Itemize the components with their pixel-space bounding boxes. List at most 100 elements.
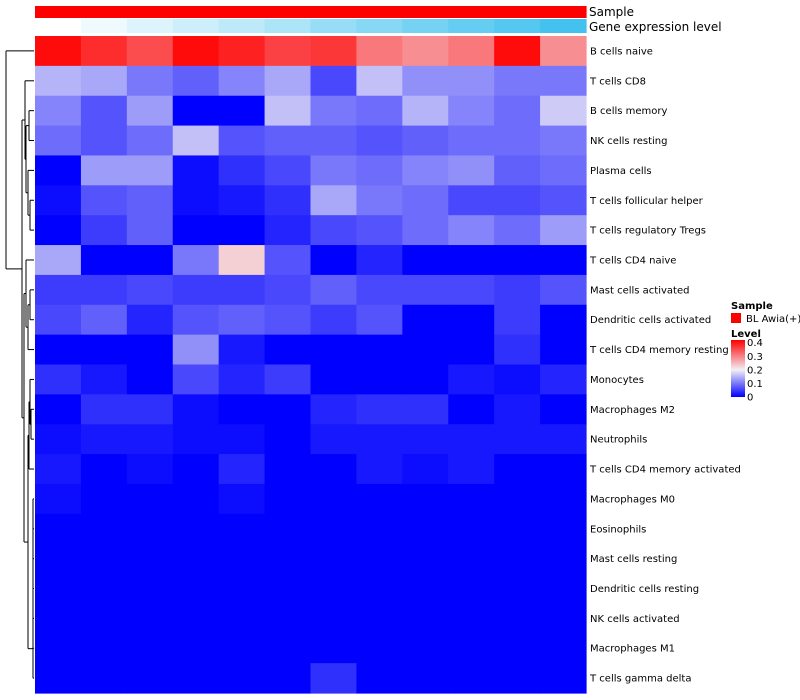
heatmap-cell (310, 274, 358, 306)
annotation-cell (126, 19, 174, 33)
heatmap-cell (356, 185, 403, 216)
heatmap-cell (540, 245, 587, 276)
heatmap-cell (494, 483, 541, 515)
heatmap-cell (218, 185, 266, 216)
sample-legend-label: BL Awia(+) (746, 314, 800, 325)
heatmap-cell (126, 663, 174, 694)
row-label: T cells CD4 memory activated (589, 465, 741, 476)
heatmap-cell (448, 513, 495, 545)
row-labels: B cells naive T cells CD8 B cells memory NK… (589, 46, 741, 684)
heatmap-cell (402, 633, 449, 664)
row-label: Neutrophils (590, 435, 647, 446)
heatmap-cell (126, 543, 174, 575)
row-label: Dendritic cells activated (590, 315, 711, 326)
heatmap-cell (35, 364, 82, 395)
heatmap-cell (264, 543, 312, 575)
heatmap-cell (310, 36, 358, 67)
heatmap-cell (80, 95, 128, 127)
heatmap-cell (218, 513, 266, 545)
annotation-cell (218, 6, 266, 18)
heatmap-cell (540, 304, 587, 336)
heatmap-cell (80, 424, 128, 455)
heatmap-cell (35, 65, 82, 97)
heatmap-cell (80, 454, 128, 485)
row-label: Mast cells activated (590, 285, 689, 296)
heatmap-cell (402, 454, 449, 485)
heatmap-cell (264, 424, 312, 455)
heatmap-cell (126, 573, 174, 605)
annotation-cell (35, 6, 82, 18)
heatmap-cell (540, 364, 587, 395)
heatmap-cell (448, 245, 495, 276)
heatmap-cell (80, 36, 128, 67)
annotation-label: Gene expression level (589, 20, 722, 34)
heatmap-cell (218, 424, 266, 455)
heatmap-cell (448, 633, 495, 664)
heatmap-cell (80, 364, 128, 395)
heatmap-cell (310, 424, 358, 455)
heatmap-cell (218, 245, 266, 276)
heatmap-cell (126, 95, 174, 127)
annotation-cell (35, 19, 82, 33)
heatmap-cell (264, 364, 312, 395)
heatmap-cell (172, 125, 220, 157)
heatmap-cell (540, 394, 587, 425)
heatmap-cell (494, 36, 541, 67)
annotation-cell (448, 6, 495, 18)
heatmap-cell (356, 543, 403, 575)
heatmap-cell (80, 125, 128, 157)
heatmap-cell (540, 155, 587, 186)
heatmap-cell (310, 215, 358, 246)
row-label: Mast cells resting (590, 554, 677, 565)
heatmap-cell (356, 573, 403, 605)
heatmap-cell (402, 125, 449, 157)
row-label: Monocytes (590, 375, 644, 386)
annotation-cell (80, 19, 128, 33)
heatmap-cell (356, 334, 403, 366)
annotation-cell (264, 6, 312, 18)
heatmap-cell (310, 364, 358, 395)
heatmap-cell (35, 663, 82, 694)
heatmap-cell (35, 573, 82, 605)
heatmap-cell (540, 543, 587, 575)
heatmap-cell (356, 95, 403, 127)
heatmap-cell (126, 185, 174, 216)
heatmap-cell (402, 573, 449, 605)
heatmap-cell (35, 424, 82, 455)
heatmap-cell (310, 394, 358, 425)
annotation-cell (494, 19, 541, 33)
heatmap-cell (218, 125, 266, 157)
heatmap-cell (540, 603, 587, 634)
heatmap-cell (402, 424, 449, 455)
level-legend-tick-label: 0.2 (747, 365, 763, 376)
heatmap-cell (310, 513, 358, 545)
heatmap-cell (494, 95, 541, 127)
heatmap-cell (80, 633, 128, 664)
heatmap-cell (540, 454, 587, 485)
heatmap-cell (310, 125, 358, 157)
heatmap-cell (172, 663, 220, 694)
row-label: T cells CD8 (589, 76, 646, 87)
heatmap-cell (80, 513, 128, 545)
heatmap-cell (126, 155, 174, 186)
heatmap-cell (402, 603, 449, 634)
heatmap-cell (35, 334, 82, 366)
heatmap-cell (310, 334, 358, 366)
heatmap-cell (448, 95, 495, 127)
heatmap-cell (126, 334, 174, 366)
heatmap-cell (172, 304, 220, 336)
heatmap-cell (356, 36, 403, 67)
annotation-cell (310, 6, 358, 18)
heatmap-cell (402, 304, 449, 336)
heatmap-cell (172, 185, 220, 216)
annotation-cell (310, 19, 358, 33)
heatmap-cell (35, 274, 82, 306)
heatmap-cell (448, 483, 495, 515)
heatmap-cell (494, 334, 541, 366)
heatmap-cell (126, 394, 174, 425)
heatmap-cell (402, 543, 449, 575)
heatmap-cell (310, 603, 358, 634)
heatmap-cell (402, 274, 449, 306)
level-legend-tick-label: 0.3 (747, 352, 763, 363)
heatmap-cell (402, 663, 449, 694)
